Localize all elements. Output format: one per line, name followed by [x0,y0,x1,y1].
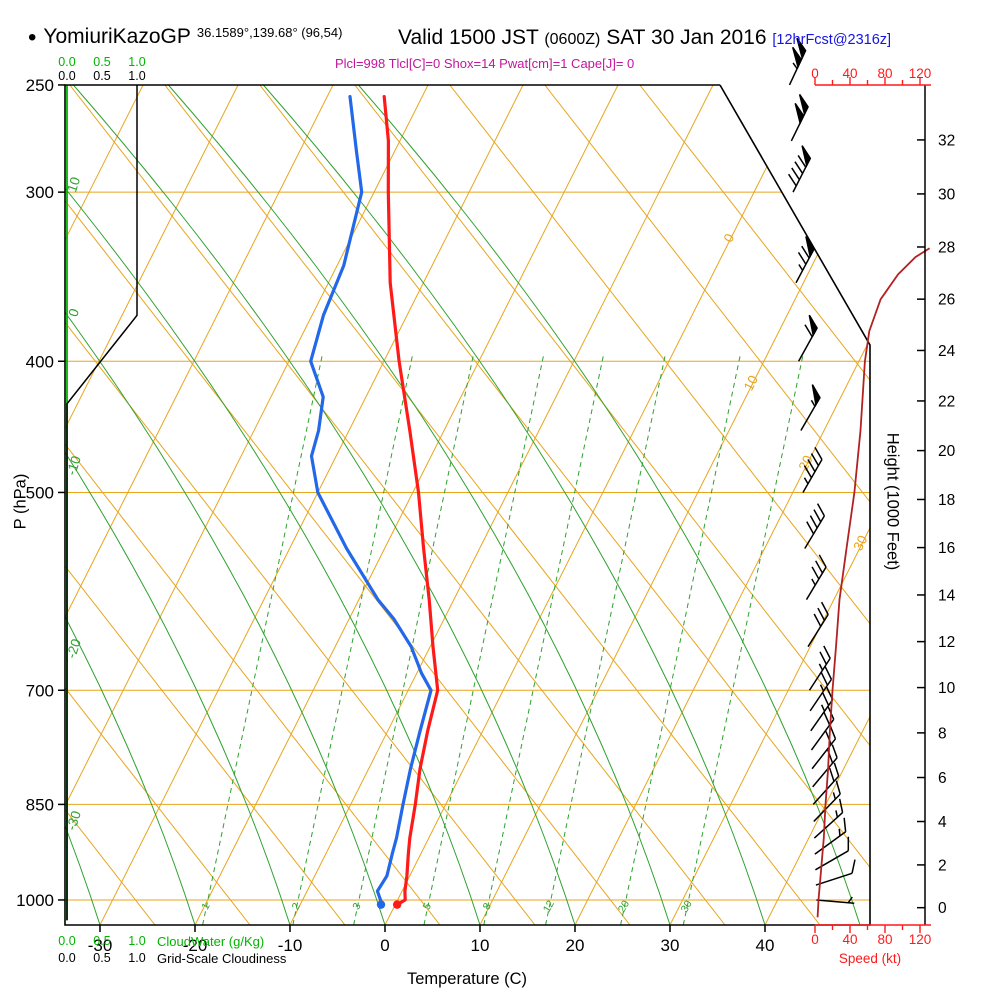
svg-text:0.0: 0.0 [58,69,75,83]
svg-text:10: 10 [471,936,490,955]
svg-text:0.5: 0.5 [93,69,110,83]
svg-text:30: 30 [679,898,695,914]
svg-text:12: 12 [938,634,955,651]
svg-text:850: 850 [26,795,54,814]
svg-text:10: 10 [938,680,956,697]
svg-text:0.5: 0.5 [93,951,110,965]
speed-profile-curve [816,247,931,918]
svg-text:26: 26 [938,292,955,309]
svg-text:250: 250 [26,76,54,95]
svg-text:28: 28 [938,239,955,256]
svg-text:0: 0 [65,307,82,319]
svg-text:0.5: 0.5 [93,55,110,69]
cloud-scale-numbers: 0.00.00.00.00.50.50.50.51.01.01.01.0 [58,55,145,965]
svg-text:4: 4 [938,814,947,831]
svg-text:10: 10 [64,175,83,194]
svg-text:22: 22 [938,393,955,410]
svg-text:0.5: 0.5 [93,934,110,948]
wind-barbs [787,37,856,905]
svg-text:400: 400 [26,352,54,371]
svg-text:1.0: 1.0 [128,69,145,83]
svg-text:0.0: 0.0 [58,934,75,948]
svg-text:6: 6 [938,770,947,787]
svg-text:120: 120 [909,932,932,947]
svg-text:10: 10 [741,373,761,393]
svg-text:1.0: 1.0 [128,934,145,948]
svg-text:32: 32 [938,132,955,149]
cloudiness-profile [66,85,138,921]
svg-text:40: 40 [756,936,775,955]
svg-text:1000: 1000 [16,891,54,910]
svg-text:30: 30 [661,936,680,955]
svg-text:1.0: 1.0 [128,55,145,69]
svg-text:40: 40 [842,66,857,81]
svg-text:0: 0 [811,932,819,947]
svg-text:30: 30 [938,186,956,203]
svg-text:-20: -20 [183,936,208,955]
svg-text:120: 120 [909,66,932,81]
svg-text:1.0: 1.0 [128,951,145,965]
svg-text:0: 0 [721,231,738,245]
svg-text:-20: -20 [64,637,84,660]
svg-text:0: 0 [938,900,947,917]
svg-text:-10: -10 [278,936,303,955]
svg-text:2: 2 [290,901,303,912]
svg-text:20: 20 [616,898,632,914]
svg-text:20: 20 [796,453,816,473]
svg-text:500: 500 [26,483,54,502]
svg-text:16: 16 [938,540,955,557]
svg-text:1: 1 [199,901,212,912]
plot-border [64,84,871,926]
svg-text:8: 8 [938,725,947,742]
svg-text:20: 20 [566,936,585,955]
dewpoint-curve-surface-dot [376,900,386,909]
temperature-axis: -30 -20 -10 0 10 20 30 40 [88,925,775,955]
svg-text:14: 14 [938,587,956,604]
svg-text:40: 40 [842,932,857,947]
svg-text:5: 5 [421,901,434,912]
mixing-ratio-labels: 1 2 3 5 8 12 20 30 [199,898,695,914]
temperature-curve-surface-dot [392,900,402,909]
speed-axis-bottom: 0 40 80 120 [811,924,932,947]
svg-text:20: 20 [938,443,956,460]
svg-text:18: 18 [938,492,955,509]
svg-text:30: 30 [850,533,870,553]
svg-text:-10: -10 [64,454,84,477]
speed-axis-top: 0 40 80 120 [811,66,932,86]
svg-text:80: 80 [877,932,892,947]
svg-text:0: 0 [380,936,389,955]
pressure-axis: 250 300 400 500 700 850 1000 [16,76,65,910]
svg-text:-30: -30 [88,936,113,955]
moist-adiabat-labels: 10 0 -10 -20 -30 [64,175,84,832]
svg-text:3: 3 [350,901,363,912]
svg-text:700: 700 [26,681,54,700]
svg-text:300: 300 [26,183,54,202]
svg-text:2: 2 [938,857,947,874]
svg-text:80: 80 [877,66,892,81]
temperature-curve [382,94,440,907]
svg-text:0: 0 [811,66,819,81]
dewpoint-curve [309,94,433,907]
svg-text:0.0: 0.0 [58,55,75,69]
grid-layer [65,85,870,925]
svg-text:8: 8 [481,901,494,912]
svg-text:24: 24 [938,343,956,360]
svg-text:-30: -30 [64,809,84,832]
svg-text:12: 12 [541,898,557,914]
svg-text:0.0: 0.0 [58,951,75,965]
